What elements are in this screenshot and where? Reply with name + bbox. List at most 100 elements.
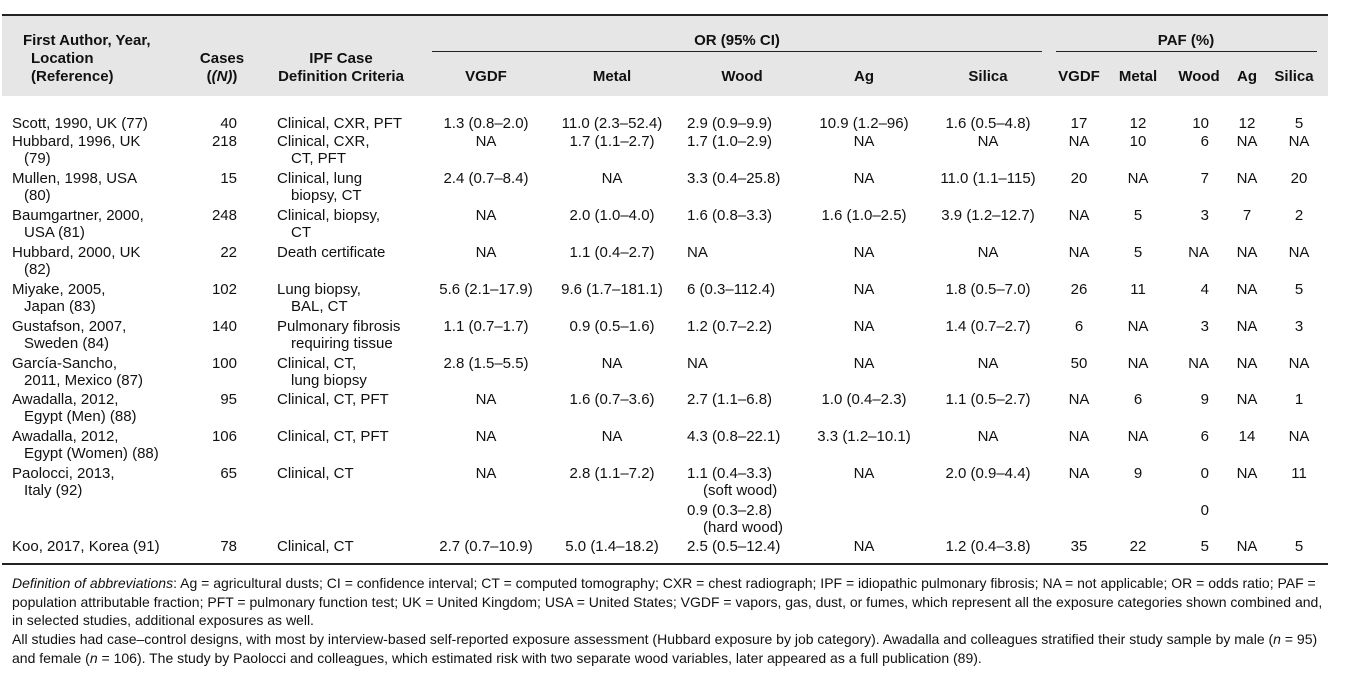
header-paf-silica: Silica [1274,68,1314,85]
cell-paf-silica: 1 [1295,391,1303,408]
cell-or-wood: 3.3 (0.4–25.8) [687,170,780,187]
cell-paf-wood-text: 9 [1200,391,1209,408]
cell-paf-silica-text: 5 [1294,281,1304,298]
cell-or-silica: 1.1 (0.5–2.7) [945,391,1030,408]
cell-or-ag: NA [854,170,875,187]
cell-or-metal-text: 2.8 (1.1–7.2) [569,465,655,482]
cell-criteria-text: requiring tissue [291,335,393,352]
table-top-rule [2,14,1328,16]
cell-or-ag: 1.0 (0.4–2.3) [821,391,906,408]
cell-author: Koo, 2017, Korea (91) [12,538,160,555]
cell-or-wood-text: 0.9 (0.3–2.8) [687,502,773,519]
cell-paf-silica-text: 20 [1290,170,1308,187]
cell-paf-ag-text: 7 [1242,207,1252,224]
footnote-n-symbol: n [1273,631,1281,647]
cell-paf-silica: 3 [1295,318,1303,335]
cell-author-text: García-Sancho, [12,355,118,372]
cell-or-metal-text: 11.0 (2.3–52.4) [561,115,663,132]
cell-author-text: Koo, 2017, Korea (91) [12,538,160,555]
cell-or-ag: NA [854,281,875,298]
cell-or-metal: 1.6 (0.7–3.6) [569,391,654,408]
cell-or-silica-text: 1.2 (0.4–3.8) [945,538,1031,555]
cell-paf-ag-text: NA [1236,538,1258,555]
cell-paf-metal: 9 [1134,465,1142,482]
cell-paf-silica-text: 11 [1291,465,1307,482]
cell-paf-ag: NA [1237,170,1258,187]
cell-or-ag-text: NA [853,318,875,335]
header-paf-group: PAF (%) [1157,32,1215,49]
cell-paf-silica-text: NA [1288,428,1310,445]
cell-paf-wood-text: 5 [1200,538,1209,555]
cell-or-ag: 3.3 (1.2–10.1) [817,428,910,445]
cell-or-silica-text: 1.8 (0.5–7.0) [945,281,1031,298]
cell-or-wood: 1.2 (0.7–2.2) [687,318,772,335]
cell-author-text: Scott, 1990, UK (77) [12,115,148,132]
cell-or-wood-text: 1.1 (0.4–3.3) [687,465,773,482]
cell-paf-wood-text: 0 [1200,465,1209,482]
cell-or-ag: NA [854,244,875,261]
cell-author-text: USA (81) [24,224,85,241]
cell-or-silica: NA [978,244,999,261]
header-author-line: (Reference) [31,68,114,85]
cell-paf-ag: 12 [1239,115,1256,132]
cell-paf-silica: 2 [1295,207,1303,224]
cell-or-ag: NA [854,538,875,555]
cell-or-wood: NA [687,244,708,261]
cell-or-metal: 5.0 (1.4–18.2) [565,538,658,555]
header-ipf-line: Definition Criteria [278,68,404,85]
cell-paf-vgdf-text: NA [1068,465,1090,482]
cell-or-silica-text: NA [977,244,999,261]
cell-or-vgdf-text: NA [475,465,497,482]
cell-cases-text: 102 [211,281,237,298]
header-or-silica: Silica [968,68,1008,85]
cell-or-silica: 2.0 (0.9–4.4) [945,465,1030,482]
cell-or-ag: NA [854,465,875,482]
cell-paf-metal-text: 11 [1130,281,1146,298]
cell-cases-text: 140 [211,318,237,335]
cell-or-vgdf-text: NA [475,244,497,261]
cell-paf-wood-text: 7 [1200,170,1209,187]
cell-or-metal-text: 9.6 (1.7–181.1) [561,281,663,298]
cell-paf-silica: NA [1289,355,1310,372]
header-or-group: OR (95% CI) [694,32,780,49]
cell-paf-wood-text: 3 [1200,207,1209,224]
cell-paf-silica: NA [1289,244,1310,261]
cell-paf-vgdf-text: NA [1068,133,1090,150]
cell-cases: 95 [220,391,237,408]
cell-paf-vgdf: NA [1069,244,1090,261]
cell-cases-text: 100 [211,355,237,372]
header-or-metal: Metal [592,68,632,85]
cell-paf-wood: 10 [1192,115,1209,132]
cell-criteria-text: Clinical, CT, PFT [277,428,389,445]
cell-criteria-text: Clinical, CT, PFT [277,391,389,408]
cell-criteria: Clinical, CXR, PFT [277,115,402,132]
cell-paf-vgdf: 26 [1071,281,1088,298]
cell-paf-silica-text: 3 [1294,318,1304,335]
cell-or-metal-text: 1.7 (1.1–2.7) [569,133,655,150]
cell-or-silica: NA [978,428,999,445]
cell-paf-ag: NA [1237,391,1258,408]
cell-cases-text: 40 [220,115,237,132]
cell-or-vgdf-text: 5.6 (2.1–17.9) [439,281,533,298]
cell-or-silica: NA [978,355,999,372]
cell-paf-ag: NA [1237,244,1258,261]
header-cases-label: Cases [199,50,245,67]
cell-author-text: (80) [24,187,51,204]
cell-author: Baumgartner, 2000, USA (81) [12,207,144,241]
cell-author-text: Egypt (Women) (88) [24,445,159,462]
cell-criteria: Clinical, CT, PFT [277,391,389,408]
cell-author: Mullen, 1998, USA (80) [12,170,137,204]
footnote-note-text: = 95) and female ( [12,631,1318,666]
cell-cases-text: 65 [220,465,237,482]
cell-author-text: Mullen, 1998, USA [12,170,138,187]
cell-author-text: Hubbard, 2000, UK [12,244,141,261]
footnote-abbreviations: Definition of abbreviations: Ag = agricu… [12,574,1328,630]
header-paf-ag: Ag [1237,68,1257,85]
cell-criteria: Clinical, CT, lung biopsy [277,355,367,389]
cell-or-wood-text: 2.5 (0.5–12.4) [687,538,781,555]
cell-paf-metal-text: 22 [1129,538,1147,555]
cell-paf-ag: 14 [1239,428,1256,445]
header-cases: Cases ((N)) [200,50,244,86]
cell-or-silica: 1.8 (0.5–7.0) [945,281,1030,298]
cell-paf-ag-text: NA [1236,281,1258,298]
